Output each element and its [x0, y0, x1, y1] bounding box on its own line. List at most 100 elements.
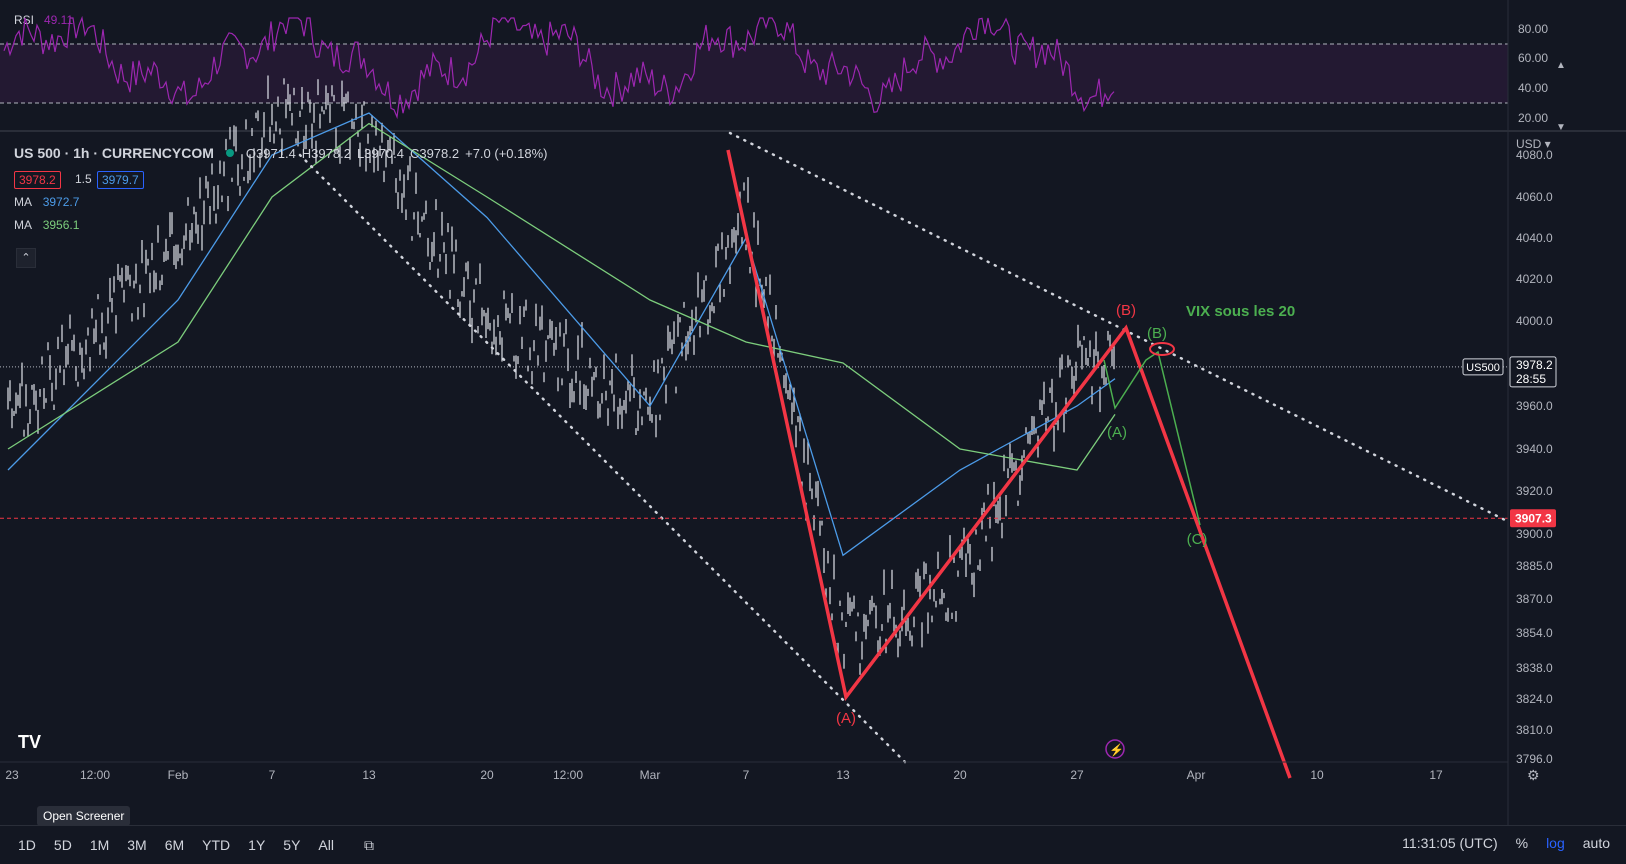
time-tick-label: 20: [480, 768, 494, 782]
change-value: +7.0 (+0.18%): [465, 145, 548, 161]
tradingview-logo: TV: [18, 732, 41, 752]
price-tick-label: 4000.0: [1516, 314, 1553, 328]
time-tick-label: 12:00: [553, 768, 583, 782]
low-value: L3970.4: [356, 145, 404, 161]
subwave-a-label: (A): [1107, 424, 1127, 441]
range-1m[interactable]: 1M: [89, 837, 110, 853]
price-tick-label: 3870.0: [1516, 592, 1553, 606]
moving-average-line: [7, 112, 1116, 557]
sell-price-button[interactable]: 3978.2: [14, 171, 61, 189]
current-price-text: 3978.2: [1516, 358, 1553, 372]
price-tick-label: 3854.0: [1516, 626, 1553, 640]
open-value: O3971.4: [245, 145, 296, 161]
spread-value: 1.5: [75, 172, 92, 186]
price-tick-label: 4080.0: [1516, 148, 1553, 162]
range-6m[interactable]: 6M: [164, 837, 185, 853]
ohlc-legend: US 500 · 1h · CURRENCYCOM O3971.4 H3978.…: [14, 145, 548, 161]
countdown-text: 28:55: [1516, 372, 1546, 386]
rsi-tick-label: 20.00: [1518, 111, 1548, 125]
clock[interactable]: 11:31:05 (UTC): [1402, 835, 1498, 851]
rsi-pane: RSI 49.11: [0, 0, 1626, 132]
range-all[interactable]: All: [318, 837, 334, 853]
level-tag: [1510, 509, 1556, 528]
buy-price-button[interactable]: 3979.7: [97, 171, 144, 189]
market-status-icon: [225, 149, 234, 157]
symbol-title[interactable]: US 500 · 1h · CURRENCYCOM: [14, 145, 214, 161]
range-ytd[interactable]: YTD: [202, 837, 231, 853]
price-tick-label: 3796.0: [1516, 752, 1553, 766]
rsi-band: [0, 44, 1508, 103]
time-tick-label: Apr: [1187, 768, 1206, 782]
price-tick-label: 3940.0: [1516, 442, 1553, 456]
time-tick-label: Mar: [640, 768, 661, 782]
range-3m[interactable]: 3M: [127, 837, 147, 853]
price-bars: [7, 75, 1115, 675]
time-tick-label: 7: [269, 768, 276, 782]
time-tick-label: 17: [1429, 768, 1443, 782]
price-tick-label: 3885.0: [1516, 559, 1553, 573]
red-wave-projection: [726, 149, 1292, 779]
time-tick-label: 7: [743, 768, 750, 782]
subwave-c-label: (C): [1187, 531, 1208, 548]
vix-note: VIX sous les 20: [1186, 303, 1295, 320]
ma-legend-2[interactable]: MA 3956.1: [14, 218, 79, 232]
price-tick-label: 3920.0: [1516, 484, 1553, 498]
channel-lower-line: [298, 153, 907, 764]
range-5y[interactable]: 5Y: [283, 837, 301, 853]
price-tick-label: 3838.0: [1516, 661, 1553, 675]
scroll-down-icon: ▼: [1556, 122, 1566, 133]
target-circle: [1149, 342, 1175, 356]
high-value: H3978.2: [301, 145, 351, 161]
price-tick-label: 3824.0: [1516, 692, 1553, 706]
time-tick-label: 12:00: [80, 768, 110, 782]
wave-a-label: (A): [836, 710, 856, 727]
range-1d[interactable]: 1D: [18, 837, 36, 853]
collapse-legend-icon[interactable]: ⌃: [16, 248, 36, 268]
log-toggle[interactable]: log: [1546, 835, 1565, 851]
symbol-tag-text: US500: [1466, 362, 1500, 374]
channel-upper-line: [728, 131, 1507, 522]
rsi-value: 49.11: [44, 13, 73, 27]
bottom-right-controls: 11:31:05 (UTC) % log auto: [1402, 835, 1610, 851]
moving-average-line: [7, 122, 1116, 471]
rsi-tick-label: 40.00: [1518, 81, 1548, 95]
settings-icon: ⚙: [1527, 767, 1540, 783]
symbol-tag: [1462, 358, 1504, 376]
ma-label: MA: [14, 195, 32, 209]
rsi-line: [3, 15, 1115, 120]
price-tick-label: 4020.0: [1516, 272, 1553, 286]
ma-legend-1[interactable]: MA 3972.7: [14, 195, 79, 209]
screener-tooltip: Open Screener: [37, 806, 131, 826]
rsi-label: RSI: [14, 13, 34, 27]
level-tag-text: 3907.3: [1515, 511, 1552, 525]
price-tick-label: 4040.0: [1516, 231, 1553, 245]
ma-value: 3972.7: [42, 195, 80, 209]
time-tick-label: 27: [1070, 768, 1084, 782]
scroll-up-icon: ▲: [1556, 60, 1566, 71]
date-range-icon[interactable]: ⧉: [363, 836, 374, 853]
range-1y[interactable]: 1Y: [248, 837, 266, 853]
price-tick-label: 3960.0: [1516, 399, 1553, 413]
auto-toggle[interactable]: auto: [1582, 835, 1610, 851]
rsi-tick-label: 80.00: [1518, 22, 1548, 36]
ma-label: MA: [14, 218, 32, 232]
price-tick-label: 4060.0: [1516, 190, 1553, 204]
subwave-b-label: (B): [1147, 325, 1167, 342]
main-pane: (A) (B) (A) (B) (C) VIX sous les 20 TV ⚡: [0, 75, 1508, 779]
bottom-toolbar: 1D 5D 1M 3M 6M YTD 1Y 5Y All ⧉: [0, 825, 1626, 864]
time-tick-label: 23: [5, 768, 19, 782]
axes: 80.00 60.00 40.00 20.00 4080.0 4060.0 4040.0 40…: [0, 0, 1566, 825]
time-tick-label: 20: [953, 768, 967, 782]
percent-toggle[interactable]: %: [1515, 835, 1529, 851]
range-5d[interactable]: 5D: [53, 837, 72, 853]
rsi-tick-label: 60.00: [1518, 51, 1548, 65]
time-tick-label: 10: [1310, 768, 1324, 782]
time-tick-label: Feb: [168, 768, 189, 782]
wave-b-label: (B): [1116, 302, 1136, 319]
price-tick-label: 3900.0: [1516, 527, 1553, 541]
currency-selector: USD ▾: [1516, 137, 1551, 151]
rsi-background: [0, 0, 1508, 130]
price-tick-label: 3810.0: [1516, 723, 1553, 737]
flash-icon: [1105, 739, 1125, 759]
